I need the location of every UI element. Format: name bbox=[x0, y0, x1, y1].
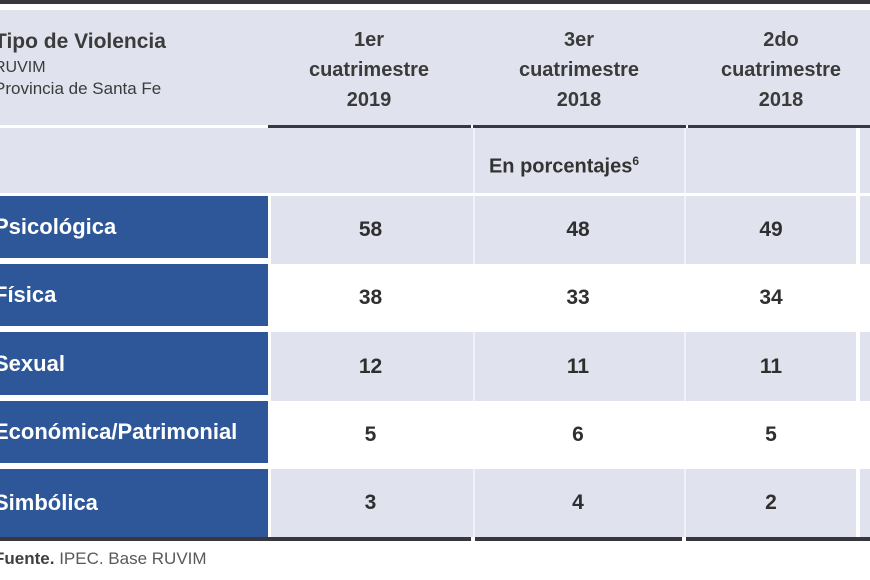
table-row: Simbólica 3 4 2 bbox=[0, 469, 870, 537]
row-label-sexual: Sexual bbox=[0, 332, 268, 395]
table-row: Sexual 12 11 11 bbox=[0, 332, 870, 401]
table-title: Tipo de Violencia bbox=[0, 30, 166, 53]
table-subtitle-ruvim: RUVIM bbox=[0, 59, 46, 76]
source-note: Fuente. IPEC. Base RUVIM bbox=[0, 549, 207, 569]
header-underline-col2 bbox=[473, 125, 686, 128]
bottom-rule-seg2 bbox=[475, 537, 682, 541]
cell-value: 11 bbox=[566, 354, 590, 378]
row-value-band bbox=[271, 196, 870, 264]
source-label: Fuente. bbox=[0, 549, 55, 568]
right-column-separator bbox=[856, 128, 860, 537]
cell-value: 11 bbox=[759, 354, 783, 378]
cell-value: 49 bbox=[759, 218, 783, 241]
subheader-row-divider bbox=[0, 193, 870, 196]
header-underline-col1 bbox=[268, 125, 471, 128]
column-header-3er-cuatrimestre-2018: 3er cuatrimestre 2018 bbox=[518, 29, 640, 111]
row-value-band bbox=[271, 332, 870, 401]
column-separator bbox=[473, 128, 475, 537]
units-subheader-text: En porcentajes bbox=[488, 155, 633, 178]
cell-value: 12 bbox=[358, 354, 383, 378]
table-row: Física 38 33 34 bbox=[0, 264, 870, 332]
source-text: IPEC. Base RUVIM bbox=[59, 549, 207, 568]
top-rule bbox=[0, 0, 870, 4]
table-corner-header: Tipo de Violencia RUVIM Provincia de San… bbox=[0, 30, 166, 99]
cell-value: 3 bbox=[364, 491, 377, 514]
table-row: Psicológica 58 48 49 bbox=[0, 196, 870, 264]
row-label-simbolica: Simbólica bbox=[0, 469, 268, 537]
bottom-rule-seg3 bbox=[686, 537, 870, 541]
cell-value: 38 bbox=[358, 286, 383, 309]
units-footnote-marker: 6 bbox=[632, 154, 640, 168]
row-label-fisica: Física bbox=[0, 264, 268, 326]
cell-value: 34 bbox=[759, 286, 783, 309]
cell-value: 6 bbox=[572, 423, 584, 446]
cell-value: 58 bbox=[358, 218, 383, 241]
row-value-band bbox=[271, 469, 870, 537]
row-label-psicologica: Psicológica bbox=[0, 196, 268, 258]
cell-value: 48 bbox=[566, 218, 590, 241]
column-separator bbox=[684, 128, 686, 537]
column-header-2do-cuatrimestre-2018: 2do cuatrimestre 2018 bbox=[720, 29, 842, 111]
row-value-band bbox=[271, 401, 870, 469]
row-value-band bbox=[271, 264, 870, 332]
subheader-band bbox=[0, 128, 870, 196]
table-row: Económica/Patrimonial 5 6 5 bbox=[0, 401, 870, 469]
table-subtitle-provincia: Provincia de Santa Fe bbox=[0, 79, 162, 98]
row-label-economica-patrimonial: Económica/Patrimonial bbox=[0, 401, 268, 463]
column-header-1er-cuatrimestre-2019: 1er cuatrimestre 2019 bbox=[308, 29, 430, 111]
cell-value: 4 bbox=[572, 491, 584, 514]
cell-value: 5 bbox=[765, 423, 777, 446]
table-header-band bbox=[0, 10, 870, 125]
units-subheader: En porcentajes6 bbox=[268, 128, 860, 196]
header-underline-col3 bbox=[688, 125, 870, 128]
cell-value: 33 bbox=[566, 286, 590, 309]
cell-value: 2 bbox=[765, 491, 777, 514]
cell-value: 5 bbox=[364, 423, 377, 446]
bottom-rule-seg1 bbox=[0, 537, 471, 541]
